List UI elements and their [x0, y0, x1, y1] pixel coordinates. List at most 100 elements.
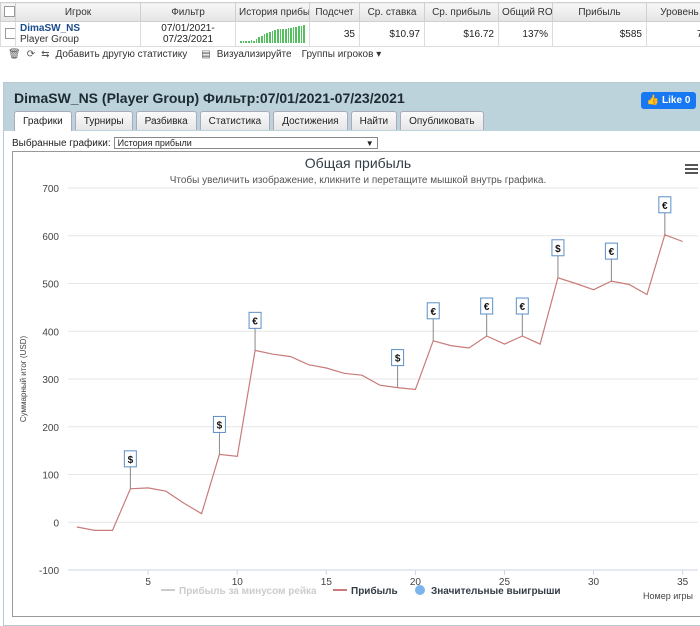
- like-label: Like 0: [662, 95, 690, 106]
- tab-statistics[interactable]: Статистика: [200, 111, 271, 130]
- col-level[interactable]: Уровень: [647, 3, 700, 22]
- col-avg-profit[interactable]: Ср. прибыль: [425, 3, 499, 22]
- tab-charts[interactable]: Графики: [14, 111, 72, 131]
- chart-svg[interactable]: Общая прибыль Чтобы увеличить изображение…: [13, 152, 700, 616]
- sparkline-bar: [274, 30, 276, 43]
- y-tick-label: 600: [42, 232, 59, 243]
- flag-label: €: [662, 201, 668, 212]
- flag-label: €: [430, 307, 436, 318]
- sparkline-bar: [277, 29, 279, 43]
- sparkline-bar: [264, 34, 266, 43]
- flag-label: $: [395, 354, 401, 365]
- tab-find[interactable]: Найти: [351, 111, 398, 130]
- count-cell: 35: [310, 22, 360, 47]
- y-tick-label: 200: [42, 423, 59, 434]
- x-tick-label: 30: [588, 577, 600, 588]
- col-roi[interactable]: Общий ROI: [499, 3, 553, 22]
- sparkline-bar: [282, 29, 284, 43]
- flag-label: €: [609, 247, 615, 258]
- table-header: Игрок Фильтр История прибы Подсчет Ср. с…: [1, 3, 700, 22]
- legend-item-label[interactable]: Прибыль: [351, 585, 398, 597]
- sparkline-bar: [288, 28, 290, 43]
- col-avg-stake[interactable]: Ср. ставка: [360, 3, 425, 22]
- panel-header: DimaSW_NS (Player Group) Фильтр:07/01/20…: [4, 83, 700, 131]
- visualize-icon: ▤: [201, 49, 210, 60]
- x-axis-label: Номер игры: [643, 591, 693, 601]
- col-history[interactable]: История прибы: [236, 3, 310, 22]
- menu-icon-line[interactable]: [685, 172, 698, 174]
- visualize-button[interactable]: Визуализируйте: [217, 49, 292, 60]
- add-stats-button[interactable]: Добавить другую статистику: [55, 49, 187, 60]
- select-all-checkbox[interactable]: [1, 3, 16, 22]
- player-group: Player Group: [20, 34, 136, 45]
- sparkline-bar: [290, 28, 292, 43]
- history-sparkline: [240, 25, 305, 43]
- legend-swatch: [415, 585, 425, 595]
- player-groups-label: Группы игроков: [302, 49, 374, 60]
- player-name-link[interactable]: DimaSW_NS: [20, 23, 136, 34]
- chart-title: Общая прибыль: [305, 155, 411, 171]
- sparkline-bar: [248, 41, 250, 43]
- y-tick-label: -100: [39, 566, 59, 577]
- legend-item-label[interactable]: Значительные выигрыши: [431, 586, 561, 597]
- avg-profit-cell: $16.72: [425, 22, 499, 47]
- col-count[interactable]: Подсчет: [310, 3, 360, 22]
- filter-cell: 07/01/2021- 07/23/2021: [141, 22, 236, 47]
- sparkline-bar: [266, 33, 268, 43]
- sparkline-bar: [301, 26, 303, 43]
- player-cell: DimaSW_NS Player Group: [16, 22, 141, 47]
- sparkline-bar: [243, 41, 245, 43]
- panel-tabs: Графики Турниры Разбивка Статистика Дост…: [14, 111, 484, 131]
- sparkline-bar: [303, 25, 305, 43]
- thumbs-up-icon: 👍: [647, 95, 659, 106]
- profit-chart[interactable]: Общая прибыль Чтобы увеличить изображение…: [12, 151, 700, 617]
- sparkline-bar: [280, 29, 282, 43]
- profit-cell: $585: [553, 22, 647, 47]
- sparkline-bar: [272, 31, 274, 43]
- col-profit[interactable]: Прибыль: [553, 3, 647, 22]
- flag-label: $: [128, 455, 134, 466]
- profit-series-line: [77, 235, 683, 531]
- col-player[interactable]: Игрок: [16, 3, 141, 22]
- menu-icon-line[interactable]: [685, 164, 698, 166]
- tab-breakdown[interactable]: Разбивка: [136, 111, 197, 130]
- chart-select[interactable]: История прибыли▼: [114, 137, 378, 149]
- flag-label: $: [217, 420, 223, 431]
- y-tick-label: 400: [42, 327, 59, 338]
- flag-label: $: [555, 244, 561, 255]
- chart-subtitle: Чтобы увеличить изображение, кликните и …: [170, 174, 547, 186]
- table-toolbar: 🗑 ⟳ ⇆ Добавить другую статистику ▤ Визуа…: [0, 46, 700, 62]
- roi-cell: 137%: [499, 22, 553, 47]
- sparkline-bar: [245, 41, 247, 43]
- table-row: DimaSW_NS Player Group 07/01/2021- 07/23…: [1, 22, 700, 47]
- tab-achievements[interactable]: Достижения: [273, 111, 347, 130]
- facebook-like-button[interactable]: 👍Like 0: [641, 92, 696, 109]
- flag-label: €: [520, 302, 526, 313]
- tab-tournaments[interactable]: Турниры: [75, 111, 133, 130]
- sparkline-bar: [256, 39, 258, 43]
- col-filter[interactable]: Фильтр: [141, 3, 236, 22]
- sparkline-bar: [293, 27, 295, 43]
- legend-item-label[interactable]: Прибыль за минусом рейка: [179, 585, 317, 597]
- refresh-icon[interactable]: ⟳: [27, 49, 35, 60]
- chart-select-label: Выбранные графики:: [12, 138, 111, 149]
- chart-select-row: Выбранные графики: История прибыли▼: [12, 137, 378, 149]
- sparkline-bar: [295, 27, 297, 43]
- sparkline-bar: [258, 37, 260, 43]
- flag-label: €: [252, 316, 258, 327]
- player-panel: DimaSW_NS (Player Group) Фильтр:07/01/20…: [3, 82, 700, 626]
- menu-icon-line[interactable]: [685, 168, 698, 170]
- sparkline-bar: [285, 29, 287, 43]
- caret-down-icon: ▾: [376, 49, 381, 60]
- player-groups-dropdown[interactable]: Группы игроков ▾: [302, 49, 382, 60]
- y-tick-label: 500: [42, 280, 59, 291]
- sparkline-bar: [240, 41, 242, 43]
- row-checkbox[interactable]: [1, 22, 16, 47]
- sparkline-bar: [253, 41, 255, 43]
- trash-icon[interactable]: 🗑: [8, 49, 21, 60]
- tab-publish[interactable]: Опубликовать: [400, 111, 483, 130]
- sparkline-bar: [269, 32, 271, 43]
- y-tick-label: 100: [42, 471, 59, 482]
- history-sparkline-cell: [236, 22, 310, 47]
- chevron-down-icon: ▼: [366, 138, 374, 149]
